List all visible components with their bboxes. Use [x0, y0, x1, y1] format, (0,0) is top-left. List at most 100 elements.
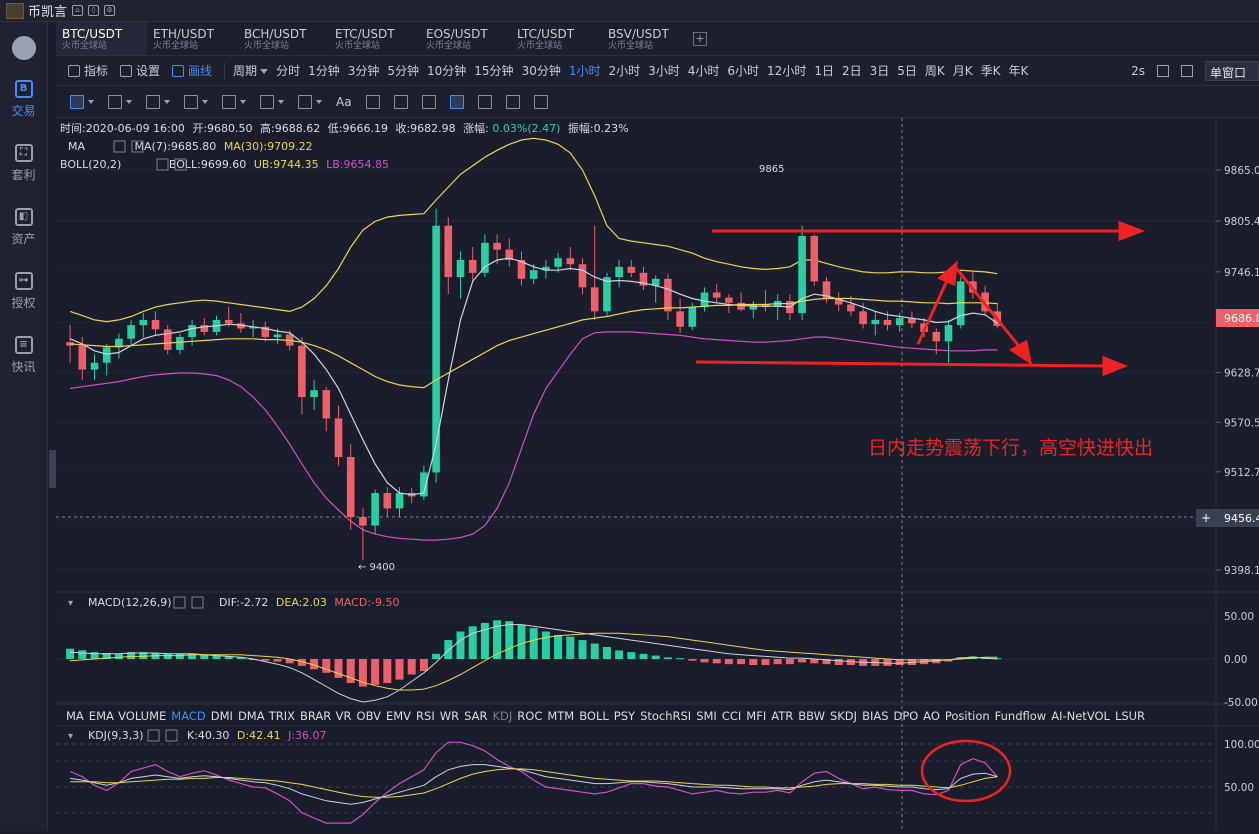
indicator-tab[interactable]: RSI [416, 709, 435, 723]
copy-tool-icon[interactable] [505, 94, 520, 109]
wave-tool-icon[interactable] [260, 94, 274, 109]
chevron-down-icon[interactable] [316, 99, 322, 104]
sidebar-item-3[interactable]: ⊶ 授权 [0, 272, 47, 336]
period-option[interactable]: 30分钟 [521, 64, 561, 78]
channel-tool-icon[interactable] [222, 94, 236, 109]
period-option[interactable]: 3分钟 [347, 64, 380, 78]
chevron-down-icon[interactable] [278, 99, 284, 104]
indicator-tab[interactable]: PSY [614, 709, 636, 723]
indicator-tab[interactable]: BRAR [300, 709, 331, 723]
refresh-interval[interactable]: 2s [1131, 64, 1145, 78]
text-tool[interactable]: Aa [336, 94, 352, 109]
ma-settings-icon[interactable] [113, 140, 126, 153]
indicator-tab[interactable]: CCI [722, 709, 741, 723]
indicator-tab[interactable]: SKDJ [830, 709, 857, 723]
trash-icon[interactable] [533, 94, 548, 109]
sidebar-item-2[interactable]: ◧ 资产 [0, 208, 47, 272]
collapse-icon[interactable]: ▾ [68, 731, 73, 742]
magnet-tool-icon[interactable] [393, 94, 408, 109]
draw-button[interactable]: 画线 [172, 62, 212, 79]
lock-tool-icon[interactable] [477, 94, 492, 109]
period-option[interactable]: 3日 [869, 64, 890, 78]
indicator-tab[interactable]: SMI [696, 709, 717, 723]
period-option[interactable]: 10分钟 [427, 64, 467, 78]
macd-close-icon[interactable] [191, 596, 204, 609]
indicator-tab[interactable]: SAR [464, 709, 487, 723]
indicator-tab[interactable]: TRIX [268, 709, 295, 723]
cursor-add-icon[interactable]: + [1201, 511, 1211, 525]
indicator-tab[interactable]: MACD [171, 709, 206, 723]
brush-tool-icon[interactable] [365, 94, 380, 109]
sidebar-item-0[interactable]: B 交易 [0, 80, 47, 144]
period-option[interactable]: 15分钟 [474, 64, 514, 78]
indicator-tab[interactable]: Position [945, 709, 990, 723]
chart-area[interactable]: 50.00 0.00 -50.00 100.00 50.00 时间:2020-06-0… [56, 118, 1259, 831]
period-option[interactable]: 1日 [814, 64, 834, 78]
tab-ltc-usdt[interactable]: LTC/USDT 火币全球站 [511, 22, 602, 55]
tab-bch-usdt[interactable]: BCH/USDT 火币全球站 [238, 22, 329, 55]
sidebar-collapse-handle[interactable] [49, 450, 56, 488]
period-option[interactable]: 1分钟 [308, 64, 340, 78]
indicator-tab[interactable]: VOLUME [118, 709, 166, 723]
period-option[interactable]: 5分钟 [387, 64, 419, 78]
tab-bsv-usdt[interactable]: BSV/USDT 火币全球站 [602, 22, 693, 55]
indicator-tab[interactable]: Fundflow [995, 709, 1047, 723]
tab-eth-usdt[interactable]: ETH/USDT 火币全球站 [147, 22, 238, 55]
ma-close-icon[interactable] [131, 140, 144, 153]
indicator-tab[interactable]: EMA [89, 709, 114, 723]
period-option[interactable]: 6小时 [727, 64, 760, 78]
measure-tool-icon[interactable] [298, 94, 312, 109]
indicator-tab[interactable]: MFI [746, 709, 766, 723]
period-option[interactable]: 4小时 [687, 64, 720, 78]
indicator-tab[interactable]: LSUR [1115, 709, 1145, 723]
indicator-tab[interactable]: AO [923, 709, 940, 723]
chevron-down-icon[interactable] [164, 99, 170, 104]
shield-icon[interactable]: ◊ [88, 5, 100, 16]
tab-eos-usdt[interactable]: EOS/USDT 火币全球站 [420, 22, 511, 55]
period-option[interactable]: 2小时 [608, 64, 641, 78]
indicator-tab[interactable]: BIAS [862, 709, 888, 723]
macd-settings-icon[interactable] [173, 596, 186, 609]
indicator-tab[interactable]: MA [66, 709, 84, 723]
kdj-settings-icon[interactable] [147, 729, 160, 742]
draw-mode-icon[interactable] [449, 94, 464, 109]
period-dropdown[interactable]: 周期 [233, 62, 269, 79]
chevron-down-icon[interactable] [126, 99, 132, 104]
period-option[interactable]: 5日 [897, 64, 917, 78]
indicator-tab[interactable]: WR [440, 709, 459, 723]
crosshair-tool-icon[interactable] [70, 94, 84, 109]
window-mode-select[interactable]: 单窗口 [1205, 61, 1259, 81]
boll-settings-icon[interactable] [156, 158, 169, 171]
chevron-down-icon[interactable] [88, 99, 94, 104]
period-option[interactable]: 周K [924, 64, 945, 78]
tab-etc-usdt[interactable]: ETC/USDT 火币全球站 [329, 22, 420, 55]
indicator-tab[interactable]: BBW [798, 709, 825, 723]
period-option[interactable]: 月K [952, 64, 973, 78]
indicator-tab[interactable]: StochRSI [640, 709, 691, 723]
boll-close-icon[interactable] [174, 158, 187, 171]
chevron-down-icon[interactable] [202, 99, 208, 104]
tab-btc-usdt[interactable]: BTC/USDT 火币全球站 [56, 22, 147, 55]
settings-icon[interactable]: ⚙ [104, 5, 116, 16]
indicator-tab[interactable]: VR [336, 709, 352, 723]
period-option[interactable]: 季K [980, 64, 1001, 78]
collapse-icon[interactable]: ▾ [68, 598, 73, 609]
sidebar-item-4[interactable]: ≡ 快讯 [0, 336, 47, 400]
kdj-close-icon[interactable] [165, 729, 178, 742]
chevron-down-icon[interactable] [240, 99, 246, 104]
fullscreen-icon[interactable] [1157, 65, 1169, 77]
indicator-tab[interactable]: BOLL [579, 709, 609, 723]
period-option[interactable]: 3小时 [648, 64, 680, 78]
indicator-tab[interactable]: DPO [894, 709, 919, 723]
indicator-tab[interactable]: EMV [386, 709, 411, 723]
indicator-tab[interactable]: ROC [517, 709, 542, 723]
period-option[interactable]: 1小时 [568, 64, 601, 78]
angle-tool-icon[interactable] [184, 94, 198, 109]
indicator-tab[interactable]: ATR [771, 709, 793, 723]
period-option[interactable]: 年K [1008, 64, 1029, 78]
add-tab-icon[interactable]: + [693, 32, 707, 46]
indicator-tab[interactable]: DMA [238, 709, 265, 723]
trend-line-tool-icon[interactable] [146, 94, 160, 109]
indicator-tab[interactable]: KDJ [492, 709, 512, 723]
indicator-tab[interactable]: MTM [547, 709, 574, 723]
